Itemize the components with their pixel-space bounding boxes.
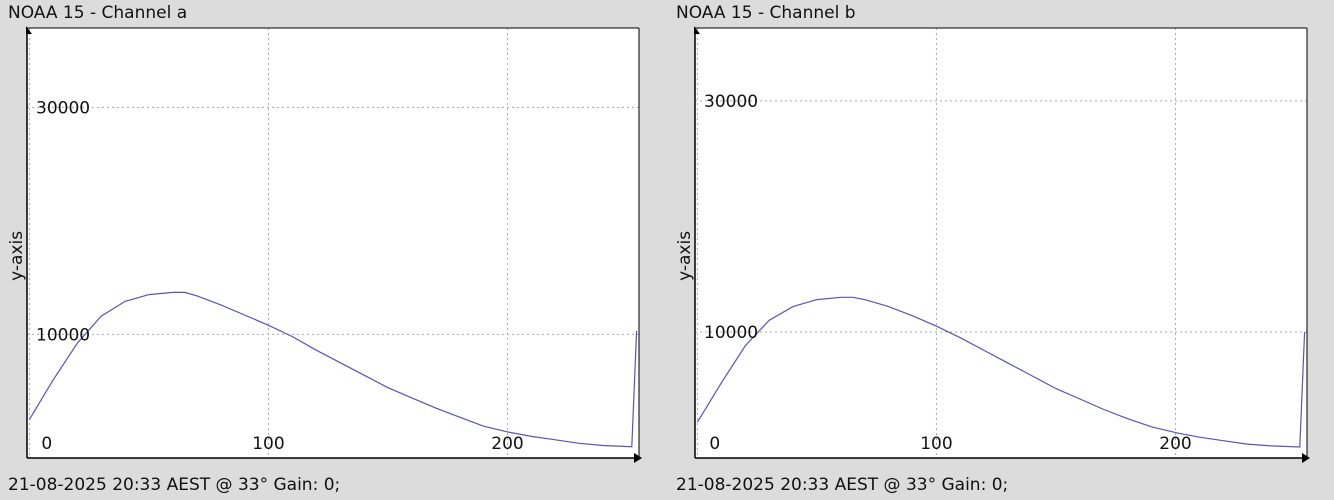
x-axis-arrow [1302,453,1310,463]
chart-panel-b: NOAA 15 - Channel b 0 100 200 10000 30000 y-a… [668,0,1328,500]
data-series-line [696,296,1306,448]
plot-area [27,28,639,458]
x-tick-label: 0 [709,434,720,454]
x-tick-label: 100 [920,434,952,454]
chart-title: NOAA 15 - Channel b [676,3,856,23]
x-tick-label: 100 [252,434,284,454]
x-tick-label: 200 [1159,434,1191,454]
chart-panel-a: NOAA 15 - Channel a 0 100 200 10000 30000 y-a… [0,0,660,500]
chart-footer-status: 21-08-2025 20:33 AEST @ 33° Gain: 0; [8,475,341,495]
y-axis-title: y-axis [7,231,27,281]
y-tick-label: 10000 [36,325,90,345]
y-tick-label: 30000 [36,98,90,118]
x-axis-arrow [634,453,642,463]
y-axis-arrow [26,26,32,34]
chart-title: NOAA 15 - Channel a [8,3,188,23]
data-series-line [28,291,638,448]
chart-plot-a: 0 100 200 10000 30000 y-axis [7,26,642,463]
y-tick-label: 10000 [704,323,758,343]
y-axis-arrow [694,26,700,34]
y-tick-label: 30000 [704,92,758,112]
x-tick-label: 0 [41,434,52,454]
chart-footer-status: 21-08-2025 20:33 AEST @ 33° Gain: 0; [676,475,1009,495]
x-tick-label: 200 [491,434,523,454]
chart-plot-b: 0 100 200 10000 30000 y-axis [675,26,1310,463]
y-axis-title: y-axis [675,231,695,281]
plot-area [695,28,1307,458]
